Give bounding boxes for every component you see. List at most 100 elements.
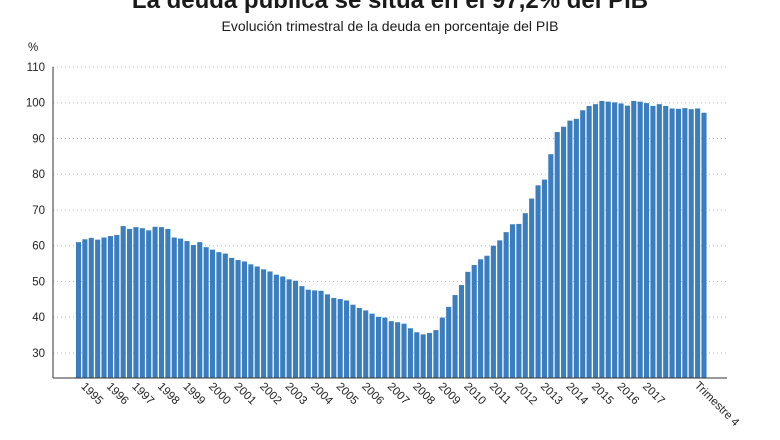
bar	[254, 266, 260, 378]
bar	[407, 328, 413, 378]
y-tick-label: 50	[32, 276, 45, 288]
bar	[599, 100, 605, 378]
bar	[580, 110, 586, 378]
bar	[107, 236, 113, 378]
bar	[305, 289, 311, 378]
y-tick-label: 40	[32, 312, 45, 324]
bar	[426, 332, 433, 378]
bar	[229, 257, 235, 378]
bar	[299, 286, 305, 378]
y-tick-label: 60	[32, 241, 45, 253]
bar	[331, 297, 337, 378]
bar	[612, 102, 618, 379]
bar	[171, 237, 177, 378]
bar	[695, 108, 701, 378]
x-tick-label: 2017	[640, 381, 667, 408]
bar	[624, 105, 630, 378]
bar	[465, 271, 471, 378]
bar	[567, 120, 573, 378]
y-tick-label: 30	[32, 348, 45, 360]
bar	[478, 259, 484, 378]
x-tick-label: 2003	[283, 381, 310, 408]
bar	[152, 226, 158, 378]
bar	[503, 232, 509, 378]
bar	[184, 241, 190, 378]
bar	[209, 249, 216, 378]
bar	[509, 224, 516, 378]
bar	[375, 316, 382, 378]
y-axis-ticks: 30 40 50 60 70 80 90 100 110	[26, 62, 45, 360]
bar	[656, 104, 662, 379]
bar	[286, 279, 292, 378]
bar	[363, 310, 369, 378]
bar	[592, 104, 599, 379]
bar	[701, 112, 707, 379]
bar	[637, 101, 643, 378]
x-tick-label: 2000	[206, 381, 233, 408]
bar	[324, 294, 330, 378]
bar	[650, 105, 656, 379]
x-tick-label: 1997	[129, 381, 156, 408]
y-tick-label: 100	[26, 98, 45, 110]
bar	[644, 103, 650, 378]
bar	[522, 213, 528, 378]
bar	[280, 276, 286, 378]
bar	[139, 228, 145, 378]
bar	[388, 321, 394, 378]
chart-title: La deuda pública se sitúa en el 97,2% de…	[131, 0, 649, 14]
bar	[356, 307, 362, 378]
x-tick-label: 1995	[78, 381, 105, 408]
bar	[197, 242, 203, 378]
bar	[127, 228, 133, 378]
bar	[433, 330, 439, 378]
bar	[605, 101, 611, 378]
x-tick-label: 1998	[155, 381, 182, 408]
x-tick-label: 2012	[512, 381, 539, 408]
y-tick-label: 80	[32, 169, 45, 181]
bar	[82, 239, 88, 378]
x-tick-label: 2015	[589, 381, 616, 408]
x-tick-label: 1996	[104, 381, 131, 408]
bar	[548, 154, 554, 378]
bar	[446, 306, 452, 378]
bar	[573, 118, 579, 378]
bar	[516, 223, 522, 378]
bar	[222, 253, 228, 378]
bar	[318, 290, 324, 378]
bar	[133, 227, 139, 378]
bar	[158, 227, 165, 378]
bar	[497, 240, 503, 378]
x-tick-label: 2010	[461, 381, 488, 408]
bar	[484, 255, 490, 378]
bar	[414, 332, 420, 378]
x-tick-label: 2009	[436, 381, 463, 408]
bar	[458, 285, 465, 378]
x-tick-label: 2004	[308, 381, 335, 408]
bar	[216, 252, 222, 378]
x-tick-label: 2005	[334, 381, 361, 408]
bar	[88, 237, 94, 378]
bar	[165, 228, 171, 378]
bar	[101, 237, 107, 378]
bar	[120, 226, 126, 378]
x-tick-label: 2013	[538, 381, 565, 408]
bar	[675, 108, 682, 379]
y-tick-label: 110	[27, 62, 45, 74]
x-axis-label: Trimestre 4	[692, 380, 742, 430]
bar	[273, 274, 279, 378]
x-tick-label: 2007	[385, 381, 412, 408]
bar	[618, 103, 624, 378]
x-tick-label: 2001	[232, 381, 259, 408]
bar	[669, 108, 675, 378]
bar	[490, 245, 496, 378]
y-tick-label: 70	[32, 205, 45, 217]
chart-subtitle: Evolución trimestral de la deuda en porc…	[221, 18, 559, 34]
bar	[344, 300, 350, 378]
bar	[471, 265, 477, 378]
bar	[688, 109, 694, 378]
bar	[203, 247, 209, 378]
bar	[535, 185, 541, 378]
bar	[267, 271, 273, 378]
bar	[541, 179, 547, 378]
